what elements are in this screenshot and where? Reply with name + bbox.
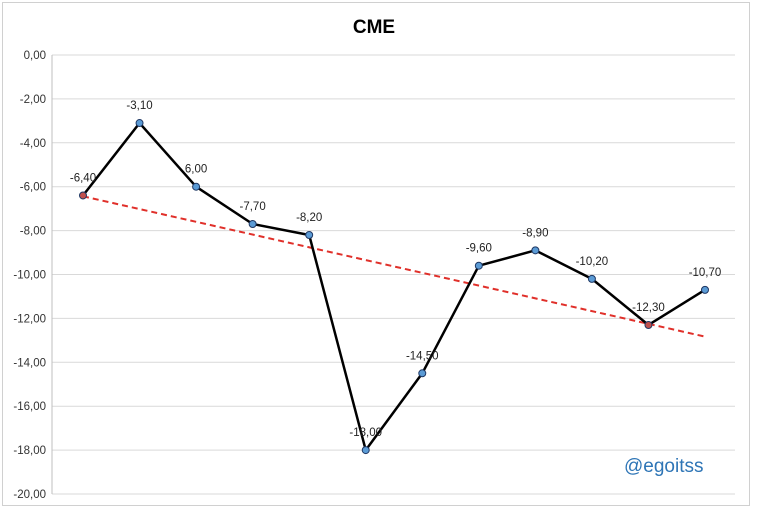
data-point <box>79 191 87 200</box>
data-point <box>361 446 370 455</box>
chart-title: CME <box>353 17 395 38</box>
y-tick-label: -18,00 <box>13 445 46 457</box>
trendline <box>82 195 706 338</box>
series-line <box>82 121 706 452</box>
data-label: -18,00 <box>349 427 382 439</box>
y-tick-label: -6,00 <box>20 182 46 194</box>
y-tick-label: 0,00 <box>24 50 46 62</box>
y-tick-label: -20,00 <box>13 489 46 501</box>
y-tick-label: -2,00 <box>20 94 46 106</box>
y-tick-label: -8,00 <box>20 226 46 238</box>
data-point <box>644 320 653 329</box>
data-label: -8,90 <box>522 227 548 239</box>
data-point <box>418 369 427 378</box>
data-label: -9,60 <box>466 243 492 255</box>
data-label: -7,70 <box>240 201 266 213</box>
y-tick-label: -12,00 <box>13 313 46 325</box>
data-point <box>305 230 314 239</box>
y-tick-label: -10,00 <box>13 270 46 282</box>
chart-frame <box>2 2 750 506</box>
data-label: -6,40 <box>70 172 96 184</box>
data-point <box>587 274 596 283</box>
data-label: -14,50 <box>406 350 439 362</box>
y-tick-label: -4,00 <box>20 138 46 150</box>
data-label: -10,20 <box>576 256 609 268</box>
data-label: -3,10 <box>126 100 152 112</box>
data-point <box>192 182 201 191</box>
data-point <box>474 261 483 270</box>
data-label: -12,30 <box>632 302 665 314</box>
data-point <box>531 246 540 255</box>
data-label: -8,20 <box>296 212 322 224</box>
data-label: 6,00 <box>185 164 207 176</box>
data-label: -10,70 <box>689 267 722 279</box>
y-tick-label: -16,00 <box>13 401 46 413</box>
watermark-text: @egoitss <box>624 456 704 477</box>
y-tick-label: -14,00 <box>13 357 46 369</box>
data-point <box>701 285 709 294</box>
data-point <box>248 220 257 229</box>
data-point <box>135 119 144 128</box>
